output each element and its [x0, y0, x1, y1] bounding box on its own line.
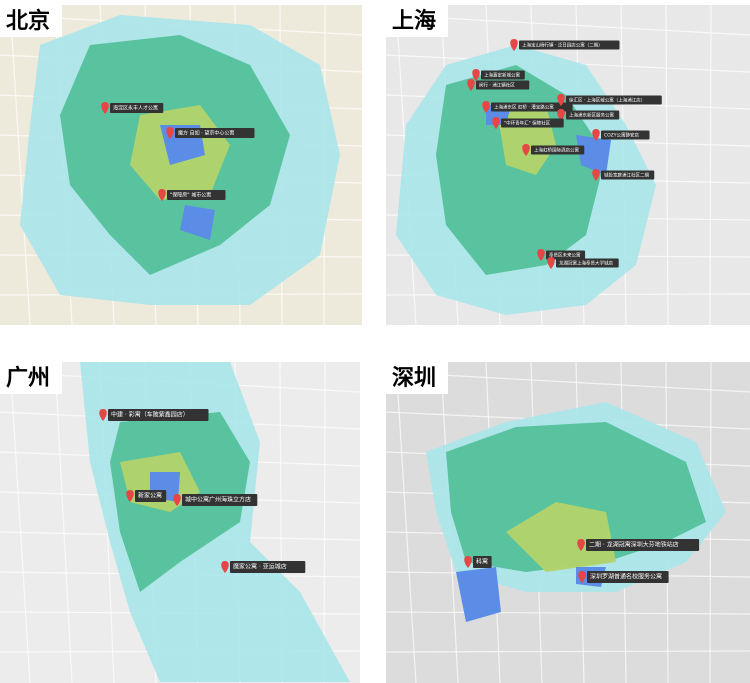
- coverage-high: [506, 502, 616, 572]
- road: [385, 650, 750, 653]
- marker-label-box: [501, 118, 564, 128]
- marker-label-box: [566, 110, 620, 120]
- marker-label-box: [135, 490, 167, 502]
- marker-pin: [578, 571, 586, 583]
- coverage-top: [180, 205, 215, 240]
- marker-label-box: [587, 571, 669, 583]
- marker-label-box: [167, 190, 226, 200]
- marker-label: 深圳罗湖普通名校服务公寓: [590, 573, 662, 581]
- marker-pin: [464, 556, 472, 568]
- marker-label: 上海宝山杨行镇 · 泛日园店公寓（二期）: [522, 42, 603, 49]
- city-title-box: [386, 5, 448, 37]
- road: [54, 361, 73, 683]
- marker-label-box: [556, 258, 619, 268]
- road: [665, 4, 669, 326]
- marker-label: 城中公寓广州海珠立方店: [185, 496, 251, 504]
- marker-label-box: [519, 40, 620, 50]
- marker-pin: [510, 39, 518, 51]
- marker-label: 上海浦东区 虹桥 · 漕宝路公寓: [494, 104, 554, 111]
- city-title: 上海: [392, 8, 436, 34]
- marker-label-box: [601, 170, 655, 180]
- marker-label-box: [481, 70, 525, 80]
- marker-pin: [557, 94, 565, 106]
- marker-label-box: [601, 130, 650, 140]
- marker-label: 魔方 自如 · 望京中心公寓: [178, 130, 234, 137]
- marker-pin: [592, 169, 600, 181]
- marker-label-box: [182, 494, 258, 506]
- marker-label-box: [546, 250, 586, 260]
- city-title: 北京: [6, 8, 50, 34]
- marker-pin: [577, 539, 585, 551]
- road: [323, 361, 326, 683]
- marker-label-box: [566, 95, 662, 105]
- marker-label: 中建 · 彩寓（车陂紫鑫园店）: [111, 411, 189, 419]
- marker-label: 海淀区永丰人才公寓: [113, 105, 158, 112]
- marker-label: 上海虹桥国际酒店公寓: [534, 147, 579, 154]
- marker-label: 闵行 · 浦江镇社区: [479, 82, 515, 89]
- road: [9, 361, 31, 683]
- marker-pin: [537, 249, 545, 261]
- marker-label: 徐汇区 · 上海区域公寓（上海浦江店）: [569, 97, 645, 104]
- marker-label: COZY公寓静安店: [604, 132, 640, 139]
- marker-label: 龙湖冠寓上海奉贤大学城店: [559, 260, 613, 267]
- marker-pin: [467, 79, 475, 91]
- city-title: 深圳: [392, 366, 436, 391]
- marker-pin: [492, 117, 500, 129]
- marker-pin: [101, 102, 109, 114]
- marker-pin: [482, 101, 490, 113]
- marker-label: 科寓: [476, 558, 488, 566]
- marker-label-box: [531, 145, 585, 155]
- marker-label-box: [586, 539, 700, 551]
- road: [385, 611, 750, 615]
- marker-label: 城投宽庭浦江社区二期: [604, 172, 649, 179]
- marker-pin: [592, 129, 600, 141]
- city-title: 广州: [6, 365, 50, 391]
- city-title-box: [0, 5, 62, 37]
- marker-label-box: [175, 128, 255, 138]
- marker-label-box: [230, 561, 306, 573]
- marker-pin: [126, 490, 134, 502]
- road: [709, 4, 712, 326]
- road: [395, 361, 417, 683]
- marker-label: 上海嘉定新城公寓: [484, 72, 520, 79]
- marker-label: "保障房" 城市公寓: [170, 192, 211, 199]
- marker-pin: [166, 127, 174, 139]
- road: [9, 4, 31, 326]
- marker-pin: [547, 257, 555, 269]
- marker-pin: [522, 144, 530, 156]
- marker-label: 新家公寓: [138, 492, 162, 500]
- city-title-box: [0, 362, 62, 394]
- marker-label-box: [108, 409, 209, 421]
- marker-label: 上海浦东新区服务公寓: [569, 112, 614, 119]
- coverage-top: [456, 567, 501, 622]
- marker-label: "中环青年汇" 保障社区: [504, 120, 551, 127]
- marker-label: 二期 · 龙湖冠寓深圳大芬地铁站店: [589, 541, 679, 549]
- marker-label-box: [110, 103, 164, 113]
- marker-pin: [472, 69, 480, 81]
- marker-pin: [173, 494, 181, 506]
- marker-pin: [99, 409, 107, 421]
- marker-label: 魔家公寓 · 亚运城店: [233, 563, 287, 571]
- coverage-top: [576, 135, 611, 175]
- marker-label: 奉贤区未来公寓: [549, 252, 581, 259]
- city-title-box: [386, 362, 448, 394]
- marker-label-box: [491, 102, 573, 112]
- marker-label-box: [476, 80, 530, 90]
- marker-pin: [221, 561, 229, 573]
- marker-label-box: [473, 556, 492, 568]
- marker-pin: [557, 109, 565, 121]
- marker-pin: [158, 189, 166, 201]
